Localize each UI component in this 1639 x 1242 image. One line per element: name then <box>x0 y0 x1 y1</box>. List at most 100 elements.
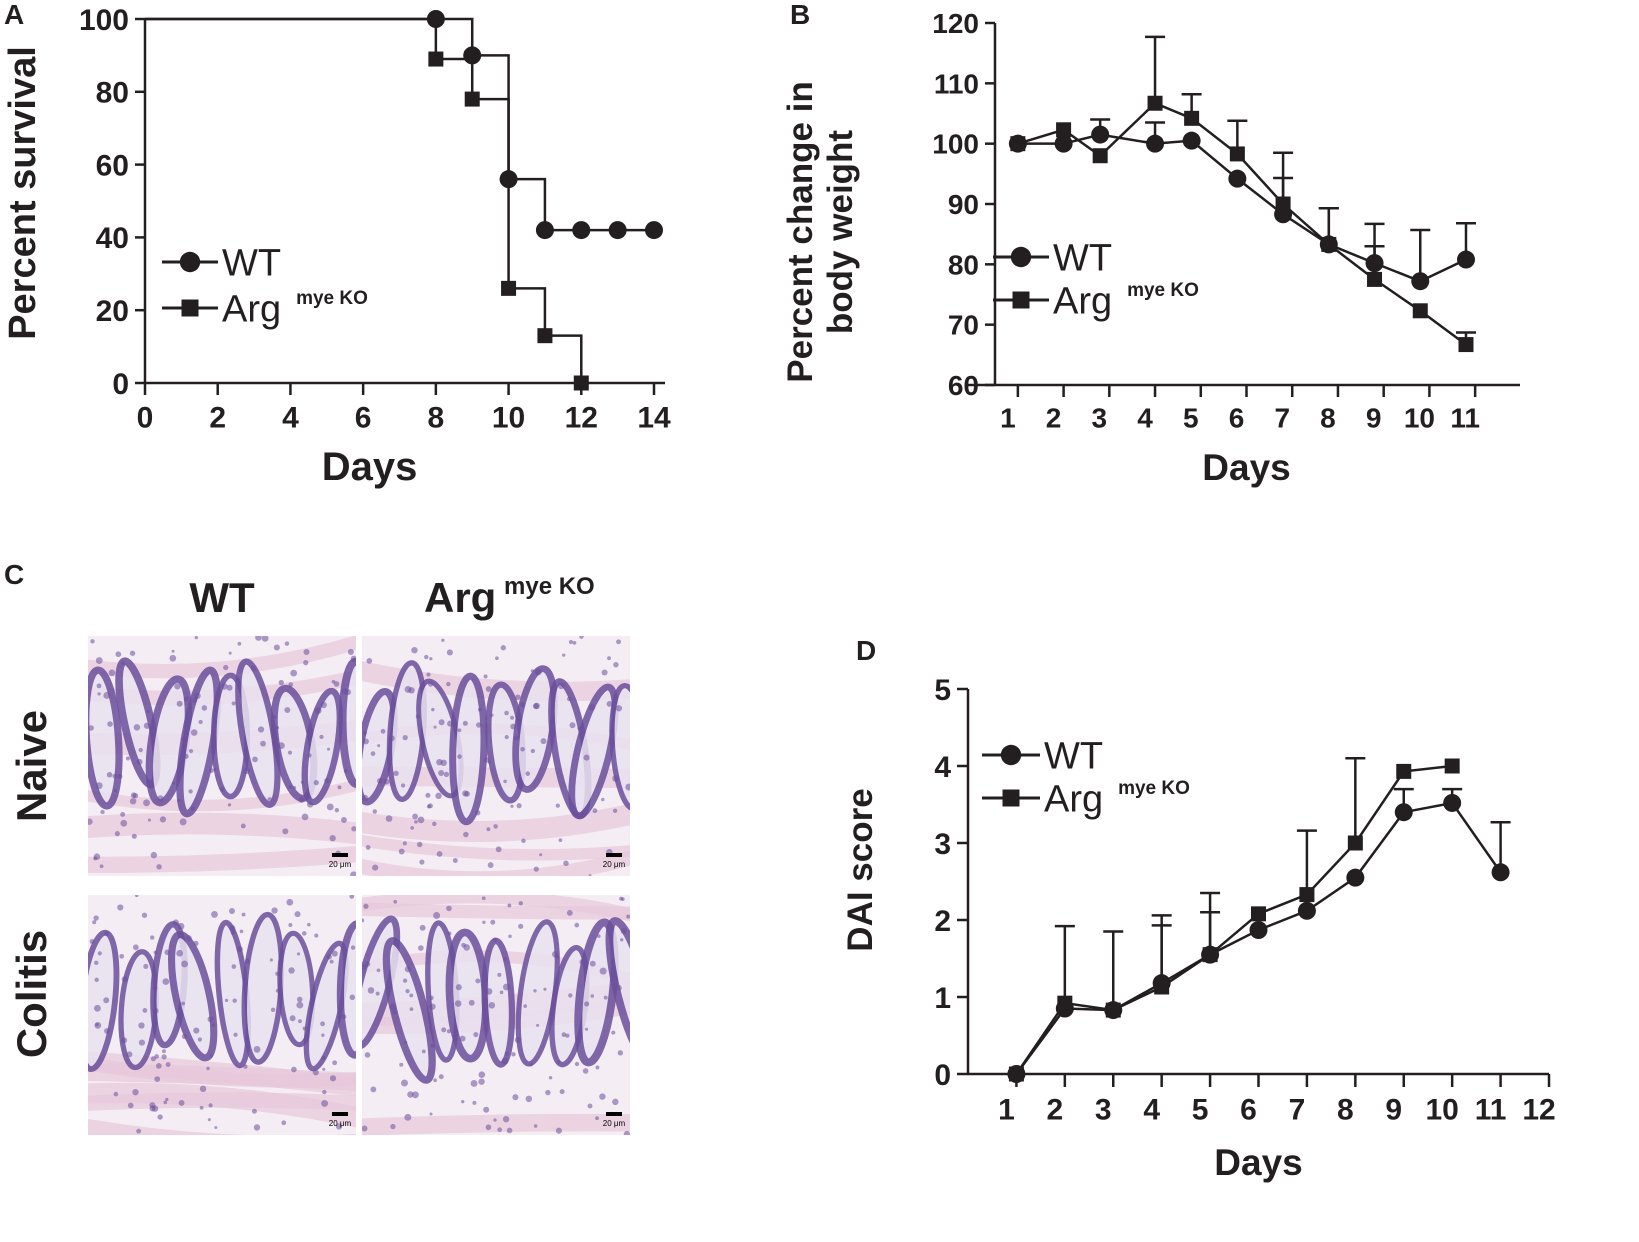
tissue-nucleus <box>503 779 507 784</box>
tissue-nucleus <box>190 729 198 736</box>
tissue-nucleus <box>326 803 334 811</box>
tissue-nucleus <box>153 950 157 955</box>
tissue-nucleus <box>107 721 113 727</box>
tissue-nucleus <box>270 1007 276 1013</box>
tissue-nucleus <box>502 1116 510 1123</box>
x-tick-label: 14 <box>637 402 671 435</box>
tissue-nucleus <box>506 1127 513 1134</box>
x-tick-label: 4 <box>1137 403 1153 434</box>
tissue-nucleus <box>429 1003 436 1010</box>
tissue-nucleus <box>349 895 355 899</box>
tissue-nucleus <box>555 803 560 808</box>
tissue-nucleus <box>613 661 619 668</box>
x-tick-label: 1 <box>1000 403 1016 434</box>
tissue-nucleus <box>231 964 237 969</box>
tissue-nucleus <box>419 924 426 931</box>
tissue-nucleus <box>424 654 429 660</box>
tissue-nucleus <box>120 819 128 827</box>
tissue-nucleus <box>530 748 536 754</box>
tissue-nucleus <box>284 707 291 714</box>
tissue-nucleus <box>601 669 608 676</box>
x-tick-label: 3 <box>1092 403 1108 434</box>
data-point <box>1056 122 1072 138</box>
tissue-nucleus <box>545 1089 551 1096</box>
tissue-nucleus <box>404 1113 412 1121</box>
legend-marker <box>1002 789 1020 807</box>
tissue-nucleus <box>372 864 379 871</box>
tissue-band <box>88 1118 356 1135</box>
tissue-nucleus <box>324 778 330 784</box>
tissue-nucleus <box>157 1114 163 1120</box>
tissue-nucleus <box>612 775 619 782</box>
tissue-nucleus <box>588 874 592 876</box>
y-tick-label: 0 <box>934 1059 951 1092</box>
tissue-nucleus <box>470 1080 478 1087</box>
tissue-nucleus <box>414 820 418 824</box>
data-point <box>1249 921 1268 940</box>
tissue-nucleus <box>404 965 412 973</box>
tissue-nucleus <box>483 757 490 763</box>
tissue-nucleus <box>333 681 340 687</box>
chart-survival: 0 20 40 60 80 100 0 2 4 6 8 10 12 14 Days Percent survi… <box>2 4 671 489</box>
histology-image-wt-colitis: 20 μm <box>88 895 356 1135</box>
data-point <box>1147 95 1163 111</box>
tissue-nucleus <box>183 753 189 759</box>
tissue-nucleus <box>132 1089 139 1096</box>
tissue-band <box>88 1092 356 1111</box>
tissue-nucleus <box>88 818 93 825</box>
tissue-nucleus <box>566 696 572 702</box>
data-point <box>572 221 591 240</box>
legend-label: WT <box>1044 736 1103 778</box>
tissue-crypt <box>277 930 316 1048</box>
tissue-nucleus <box>282 828 289 835</box>
tissue-nucleus <box>462 790 469 797</box>
tissue-nucleus <box>104 1028 110 1034</box>
tissue-nucleus <box>161 1054 167 1060</box>
tissue-nucleus <box>206 1066 210 1071</box>
x-tick-label: 7 <box>1274 403 1290 434</box>
data-point <box>1444 758 1460 774</box>
tissue-nucleus <box>497 1127 503 1133</box>
tissue-nucleus <box>90 639 95 644</box>
tissue-nucleus <box>565 1033 570 1038</box>
tissue-nucleus <box>288 785 292 789</box>
x-tick-label: 6 <box>355 402 372 435</box>
tissue-nucleus <box>117 773 123 780</box>
tissue-nucleus <box>417 816 425 824</box>
legend-marker <box>179 251 201 273</box>
tissue-nucleus <box>438 770 445 776</box>
tissue-nucleus <box>377 744 381 748</box>
tissue-nucleus <box>487 862 494 868</box>
tissue-nucleus <box>409 1007 414 1011</box>
data-point <box>1202 947 1218 963</box>
tissue-nucleus <box>363 903 369 909</box>
tissue-nucleus <box>300 780 305 784</box>
tissue-nucleus <box>288 682 294 687</box>
tissue-nucleus <box>179 818 187 826</box>
tissue-nucleus <box>483 1106 490 1113</box>
data-point <box>1411 272 1430 291</box>
x-tick-label: 6 <box>1240 1094 1257 1127</box>
tissue-nucleus <box>523 1004 527 1008</box>
tissue-band <box>88 1063 356 1091</box>
tissue-nucleus <box>383 778 390 785</box>
legend-label: Arg <box>1053 281 1112 323</box>
tissue-nucleus <box>380 728 386 734</box>
tissue-nucleus <box>307 753 312 758</box>
tissue-nucleus <box>487 760 492 764</box>
tissue-nucleus <box>329 1075 337 1082</box>
tissue-nucleus <box>275 971 280 976</box>
tissue-nucleus <box>568 639 574 645</box>
tissue-nucleus <box>561 1032 567 1038</box>
tissue-nucleus <box>446 649 453 656</box>
x-tick-label: 8 <box>428 402 445 435</box>
data-point <box>1057 995 1073 1011</box>
tissue-nucleus <box>566 909 573 916</box>
tissue-section <box>88 895 356 1135</box>
tissue-nucleus <box>292 785 297 790</box>
tissue-nucleus <box>243 767 250 775</box>
data-point <box>1154 979 1170 995</box>
y-tick-label: 2 <box>934 905 951 938</box>
tissue-nucleus <box>157 795 164 802</box>
y-tick-label: 60 <box>96 149 129 182</box>
